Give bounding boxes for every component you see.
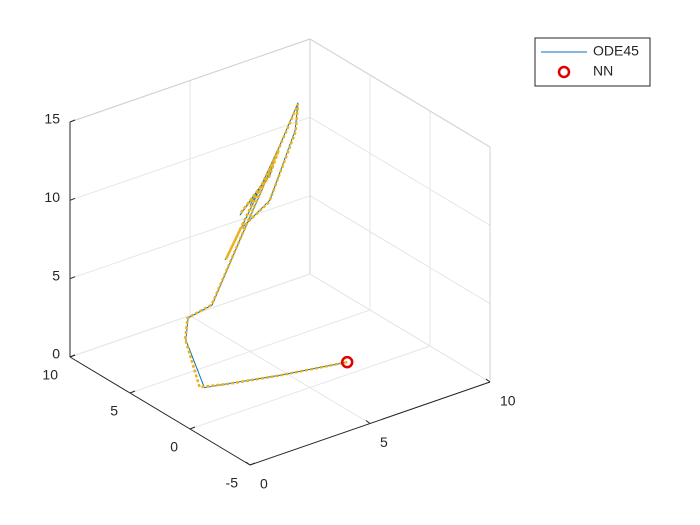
tick-mark [365, 420, 371, 424]
grid-line [309, 116, 491, 226]
data-point [340, 355, 354, 369]
box-edge [69, 38, 311, 123]
z-tick-label: 0 [52, 346, 60, 362]
legend-box [534, 37, 651, 87]
dotted-line [183, 103, 348, 389]
grid-line [69, 116, 311, 201]
grid-line [309, 273, 491, 383]
tick-mark [245, 461, 251, 466]
legend-marker [557, 65, 571, 79]
grid-line [189, 345, 431, 430]
z-tick-label: 15 [44, 111, 60, 127]
grid-line [129, 309, 371, 394]
tick-mark [69, 197, 76, 201]
grid-line [309, 195, 491, 305]
z-tick-label: 5 [52, 267, 60, 283]
y-axis [69, 356, 251, 466]
x-tick-label: 10 [500, 393, 516, 409]
x-tick-label: 0 [260, 476, 268, 492]
grid-line [189, 315, 371, 424]
tick-mark [69, 276, 76, 280]
tick-mark [249, 462, 256, 466]
y-tick-label: 5 [110, 403, 118, 419]
y-tick-label: 0 [170, 439, 178, 455]
y-tick-label: -5 [226, 475, 239, 491]
y-tick-label: 10 [42, 367, 58, 383]
legend-label: NN [593, 63, 613, 79]
legend-label: ODE45 [593, 43, 639, 59]
tick-mark [69, 354, 76, 358]
x-tick-label: 5 [380, 434, 388, 450]
box-edge [309, 38, 491, 148]
tick-mark [485, 378, 491, 383]
grid-line [69, 195, 311, 280]
grid-line [69, 273, 311, 358]
tick-mark [129, 390, 136, 394]
tick-mark [189, 426, 196, 430]
z-tick-label: 10 [44, 189, 60, 205]
tick-mark [69, 119, 76, 123]
